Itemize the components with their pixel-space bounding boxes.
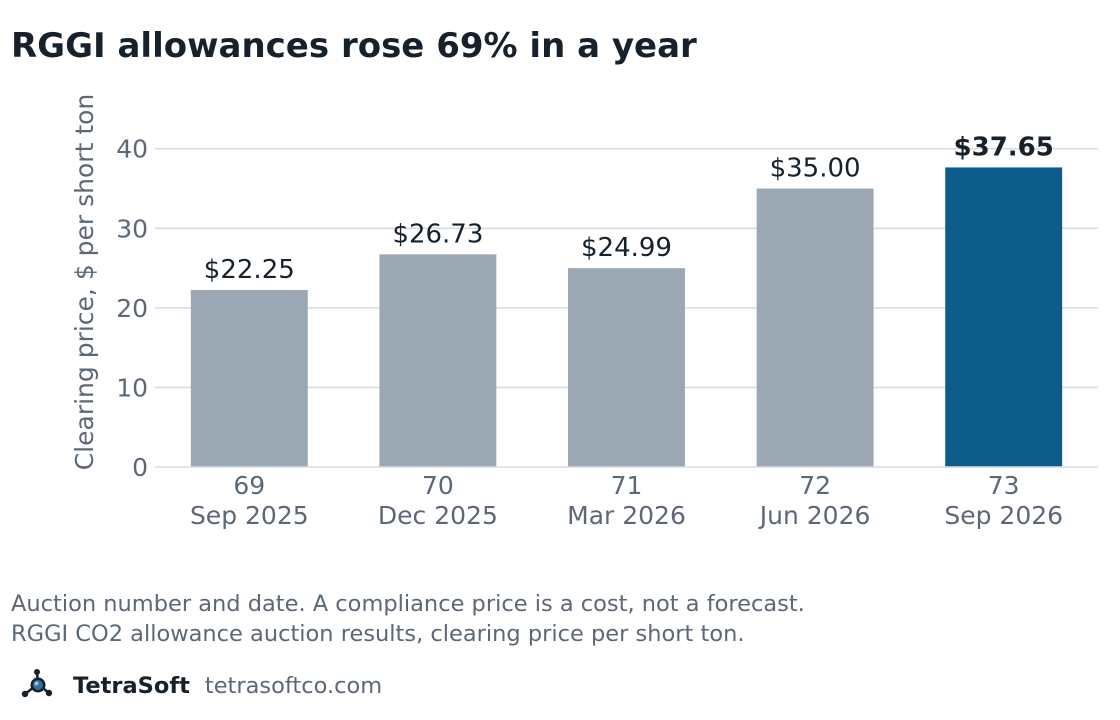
x-tick-auction-number: 69 [233, 471, 265, 500]
y-tick-label: 40 [116, 135, 148, 164]
bar-value-label: $24.99 [581, 233, 672, 263]
x-tick-date: Dec 2025 [378, 501, 498, 530]
y-tick-label: 0 [132, 453, 148, 482]
bar-chart: $22.25 $26.73 $24.99 $35.00 $37.65 0 10 20 30 40… [70, 94, 1098, 530]
x-tick-auction-number: 72 [799, 471, 831, 500]
website-link[interactable]: tetrasoftco.com [204, 673, 383, 699]
footer-brand: TetraSoft tetrasoftco.com [18, 668, 382, 704]
bar-value-label: $22.25 [204, 255, 295, 285]
y-axis-label: Clearing price, $ per short ton [70, 94, 99, 471]
y-tick-label: 10 [116, 373, 148, 402]
x-tick-date: Mar 2026 [567, 501, 686, 530]
x-tick-date: Sep 2026 [944, 501, 1063, 530]
chart-note: Auction number and date. A compliance pr… [11, 591, 805, 617]
x-tick-auction-number: 71 [611, 471, 643, 500]
x-tick-auction-number: 73 [988, 471, 1020, 500]
chart-source: RGGI CO2 allowance auction results, clea… [11, 621, 745, 647]
bar [945, 167, 1063, 467]
molecule-logo-icon [21, 669, 53, 698]
x-tick-date: Sep 2025 [190, 501, 309, 530]
bar-value-label: $26.73 [392, 219, 483, 249]
x-tick-date: Jun 2026 [758, 501, 871, 530]
chart-title: RGGI allowances rose 69% in a year [11, 26, 697, 66]
bar [379, 254, 497, 467]
x-tick-auction-number: 70 [422, 471, 454, 500]
brand-name: TetraSoft [73, 673, 190, 699]
bar [190, 289, 308, 467]
y-tick-label: 20 [116, 294, 148, 323]
y-tick-label: 30 [116, 214, 148, 243]
bar-value-label: $37.65 [954, 132, 1054, 162]
bar-value-label: $35.00 [770, 154, 861, 184]
bar [568, 268, 685, 467]
bar [756, 188, 874, 468]
